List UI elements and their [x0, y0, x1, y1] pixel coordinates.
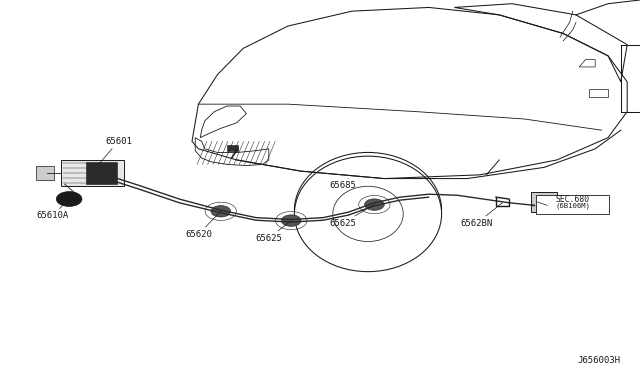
Text: 65601: 65601	[99, 137, 132, 164]
Circle shape	[282, 215, 301, 226]
Text: (6B106M): (6B106M)	[556, 202, 590, 209]
Text: 65625: 65625	[255, 221, 291, 243]
FancyBboxPatch shape	[227, 145, 238, 151]
Text: 65610A: 65610A	[36, 199, 69, 220]
FancyBboxPatch shape	[536, 195, 609, 214]
Circle shape	[365, 199, 384, 210]
Circle shape	[211, 206, 230, 217]
FancyBboxPatch shape	[61, 160, 124, 186]
FancyBboxPatch shape	[36, 166, 54, 180]
Text: 65685: 65685	[329, 179, 356, 190]
Circle shape	[56, 192, 82, 206]
Circle shape	[543, 203, 552, 208]
FancyBboxPatch shape	[531, 192, 557, 212]
Text: J656003H: J656003H	[578, 356, 621, 365]
FancyBboxPatch shape	[86, 162, 118, 184]
Text: SEC.680: SEC.680	[556, 195, 590, 203]
Text: 6562BN: 6562BN	[461, 203, 502, 228]
Text: 65625: 65625	[329, 205, 374, 228]
Text: 65620: 65620	[185, 211, 221, 239]
